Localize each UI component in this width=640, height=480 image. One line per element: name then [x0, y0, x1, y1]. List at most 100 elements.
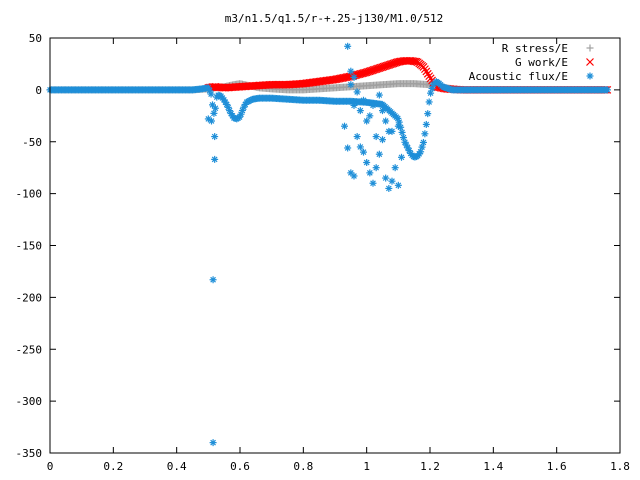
acoustic-flux-point: [398, 128, 406, 136]
y-tick-label: -50: [22, 136, 42, 149]
g-work-point: [375, 64, 384, 73]
y-tick-label: 0: [35, 84, 42, 97]
acoustic-flux-scatter-point: [394, 181, 402, 189]
acoustic-flux-scatter-point: [385, 127, 393, 135]
g-work-point: [383, 61, 392, 70]
acoustic-flux-scatter-point: [398, 153, 405, 161]
acoustic-flux-scatter-point: [363, 117, 371, 125]
g-work-point: [378, 63, 387, 72]
g-work-point: [411, 57, 419, 66]
acoustic-flux-scatter-point: [382, 174, 390, 182]
acoustic-flux-scatter-point: [356, 107, 364, 115]
g-work-point: [388, 59, 397, 68]
g-work-point: [373, 64, 382, 73]
y-tick-label: -100: [16, 188, 43, 201]
g-work-point: [386, 60, 395, 69]
acoustic-flux-point: [207, 90, 215, 98]
g-work-point: [365, 67, 374, 76]
legend-marker-r-stress: [586, 44, 594, 52]
acoustic-flux-scatter-point: [344, 144, 352, 152]
acoustic-flux-scatter-point: [356, 143, 364, 151]
acoustic-flux-scatter-point: [382, 117, 390, 125]
legend-label-acoustic-flux: Acoustic flux/E: [469, 70, 568, 83]
acoustic-flux-scatter-point: [211, 155, 219, 163]
x-tick-label: 0.4: [167, 460, 187, 473]
g-work-point: [389, 59, 398, 68]
g-work-point: [366, 66, 375, 75]
acoustic-flux-scatter-point: [366, 112, 374, 120]
y-tick-label: -350: [16, 447, 43, 460]
legend-marker-acoustic-flux: [586, 72, 594, 80]
acoustic-flux-scatter-point: [394, 122, 402, 130]
x-tick-label: 1.2: [420, 460, 440, 473]
acoustic-flux-scatter-point: [369, 101, 377, 109]
x-tick-label: 0.8: [293, 460, 313, 473]
acoustic-flux-scatter-point: [391, 164, 399, 172]
plot-frame: [49, 37, 621, 454]
acoustic-flux-scatter-point: [375, 150, 383, 158]
acoustic-flux-scatter-point: [353, 88, 361, 96]
g-work-point: [423, 69, 432, 78]
acoustic-flux-scatter-point: [350, 172, 358, 180]
chart-title: m3/n1.5/q1.5/r-+.25-j130/M1.0/512: [225, 12, 444, 25]
y-tick-label: -200: [16, 291, 43, 304]
acoustic-flux-point: [419, 138, 427, 146]
x-tick-label: 0.6: [230, 460, 250, 473]
g-work-point: [371, 65, 379, 74]
acoustic-flux-scatter-point: [375, 91, 383, 99]
acoustic-flux-scatter-point: [360, 148, 367, 156]
acoustic-flux-scatter-point: [366, 169, 374, 177]
g-work-point: [385, 60, 394, 69]
acoustic-flux-point: [211, 104, 219, 112]
g-work-point: [422, 67, 431, 76]
g-work-point: [391, 59, 399, 67]
acoustic-flux-point: [421, 130, 429, 138]
g-work-point: [364, 67, 372, 76]
acoustic-flux-scatter-point: [372, 164, 380, 172]
acoustic-flux-scatter-point: [385, 184, 393, 192]
acoustic-flux-point: [422, 120, 430, 128]
acoustic-flux-scatter-point: [363, 159, 371, 166]
x-tick-label: 0: [47, 460, 54, 473]
acoustic-flux-point: [424, 110, 432, 118]
axis-ticks: 0 0.2 0.4 0.6 0.8 1 1.2 1.4 1.6 1.8 50 0 -50 -100 -150…: [16, 32, 630, 473]
g-work-point: [361, 68, 370, 77]
y-tick-label: -150: [16, 240, 43, 253]
legend-marker-g-work: [586, 58, 594, 66]
g-work-point: [368, 66, 377, 75]
acoustic-flux-scatter-point: [341, 122, 348, 130]
acoustic-flux-scatter-point: [369, 179, 377, 187]
y-tick-label: -300: [16, 395, 43, 408]
g-work-point: [382, 61, 391, 70]
acoustic-flux-scatter-point: [347, 67, 355, 75]
acoustic-flux-point: [427, 89, 435, 97]
acoustic-flux-scatter-point: [379, 136, 386, 144]
plot-points: [46, 42, 612, 447]
x-tick-label: 1.8: [610, 460, 630, 473]
acoustic-flux-scatter-point: [209, 276, 217, 284]
g-work-point: [376, 63, 385, 72]
acoustic-flux-scatter-point: [372, 133, 380, 141]
g-work-point: [372, 65, 381, 73]
y-tick-label: 50: [29, 32, 42, 45]
acoustic-flux-scatter-point: [347, 81, 355, 89]
x-tick-label: 0.2: [103, 460, 123, 473]
acoustic-flux-scatter-point: [353, 133, 361, 141]
x-tick-label: 1: [363, 460, 370, 473]
g-work-point: [362, 68, 371, 77]
acoustic-flux-scatter-point: [204, 115, 212, 123]
acoustic-flux-scatter-point: [344, 42, 352, 50]
legend-label-r-stress: R stress/E: [502, 42, 568, 55]
g-work-point: [369, 66, 378, 74]
acoustic-flux-point: [425, 98, 433, 106]
x-tick-label: 1.6: [547, 460, 567, 473]
acoustic-flux-scatter-point: [211, 133, 219, 141]
acoustic-flux-scatter-point: [209, 439, 217, 447]
acoustic-flux-scatter-point: [350, 73, 358, 81]
legend-label-g-work: G work/E: [515, 56, 568, 69]
acoustic-flux-scatter-point: [388, 177, 396, 185]
g-work-point: [379, 62, 388, 71]
acoustic-flux-scatter-point: [360, 96, 367, 104]
acoustic-flux-scatter-point: [379, 107, 386, 115]
